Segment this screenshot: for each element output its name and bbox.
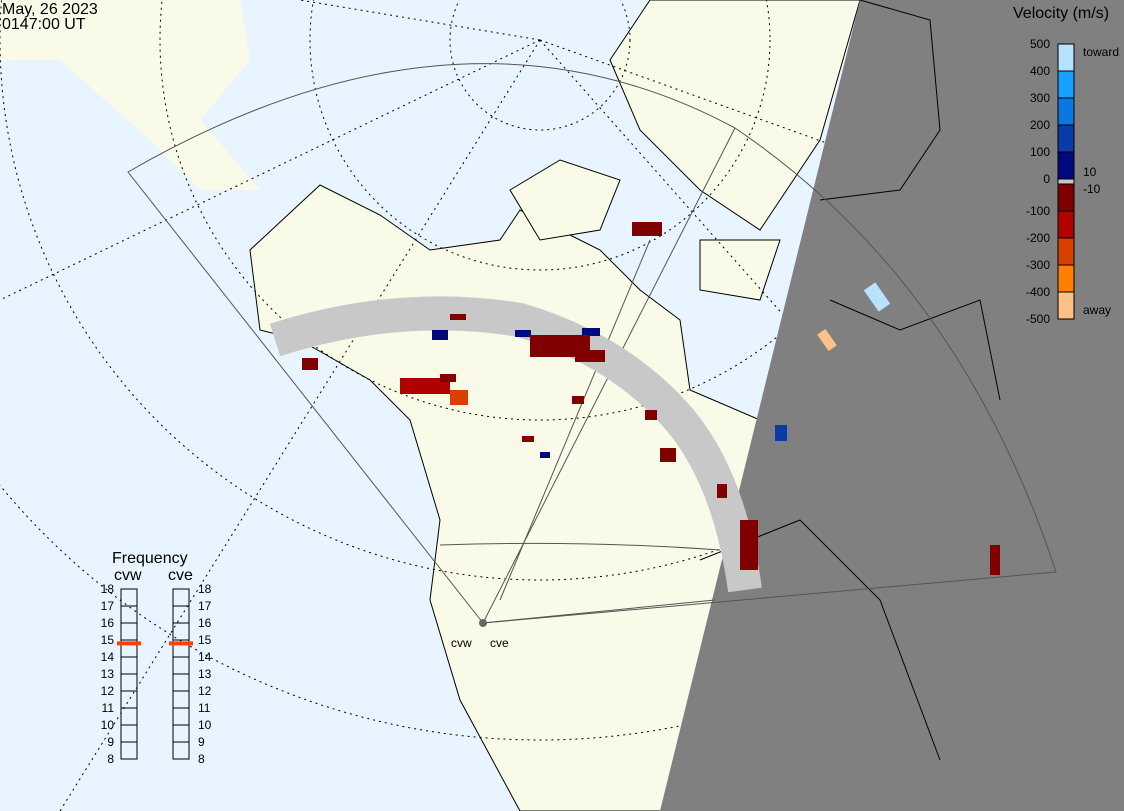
frequency-tick: 17 [100, 599, 114, 613]
colorbar-segment [1057, 97, 1075, 126]
frequency-tick: 17 [198, 599, 212, 613]
colorbar-tick: 500 [1029, 37, 1050, 51]
frequency-tick: 12 [100, 684, 114, 698]
frequency-tick: 15 [100, 633, 114, 647]
colorbar-tick: -500 [1025, 312, 1050, 326]
frequency-tick: 8 [198, 752, 205, 766]
frequency-tick: 18 [100, 582, 114, 596]
colorbar-tick: 400 [1029, 64, 1050, 78]
colorbar-tick: -100 [1025, 204, 1050, 218]
pos-threshold-label: 10 [1083, 165, 1097, 179]
night-terminator [660, 0, 1124, 811]
time-label: 0147:00 UT [2, 16, 86, 33]
colorbar-segment [1057, 210, 1075, 239]
frequency-tick: 13 [100, 667, 114, 681]
frequency-tick: 14 [198, 650, 212, 664]
colorbar-segment [1057, 264, 1075, 293]
frequency-tick: 10 [100, 718, 114, 732]
frequency-tick: 11 [198, 701, 211, 715]
frequency-tick: 9 [107, 735, 114, 749]
date-label: May, 26 2023 [2, 1, 98, 18]
siberia-landmass [0, 0, 260, 190]
frequency-cell [120, 741, 138, 760]
colorbar-tick: 0 [1043, 172, 1050, 186]
frequency-tick: 15 [198, 633, 212, 647]
colorbar-segment [1057, 237, 1075, 266]
frequency-marker [117, 641, 141, 646]
colorbar-tick: -200 [1025, 231, 1050, 245]
radar-name-cvw: cvw [114, 567, 142, 584]
velocity-cells [302, 222, 1000, 575]
colorbar [1057, 43, 1075, 320]
frequency-tick: 13 [198, 667, 212, 681]
colorbar-tick: 300 [1029, 91, 1050, 105]
frequency-tick: 14 [100, 650, 114, 664]
frequency-tick: 8 [107, 752, 114, 766]
colorbar-tick: 200 [1029, 118, 1050, 132]
radar-label-cvw: cvw [451, 636, 472, 650]
frequency-tick: 16 [198, 616, 212, 630]
frequency-tick: 11 [101, 701, 114, 715]
radar-label-cve: cve [490, 636, 509, 650]
radar-site-marker[interactable] [479, 619, 487, 627]
colorbar-segment [1057, 124, 1075, 153]
frequency-marker [169, 641, 193, 646]
colorbar-segment [1057, 183, 1075, 212]
toward-label: toward [1083, 45, 1120, 59]
frequency-tick: 9 [198, 735, 205, 749]
frequency-panel [117, 588, 193, 760]
frequency-tick: 10 [198, 718, 212, 732]
colorbar-segment [1057, 291, 1075, 320]
colorbar-segment [1057, 178, 1075, 185]
frequency-cell [172, 741, 190, 760]
radar-name-cve: cve [168, 567, 193, 584]
colorbar-segment [1057, 70, 1075, 99]
colorbar-segment [1057, 151, 1075, 180]
colorbar-tick: -400 [1025, 285, 1050, 299]
colorbar-title: Velocity (m/s) [1013, 5, 1110, 22]
colorbar-tick: -300 [1025, 258, 1050, 272]
colorbar-tick: 100 [1029, 145, 1050, 159]
frequency-title: Frequency [112, 550, 188, 567]
frequency-tick: 18 [198, 582, 212, 596]
colorbar-segment [1057, 43, 1075, 72]
frequency-tick: 12 [198, 684, 212, 698]
neg-threshold-label: -10 [1083, 182, 1101, 196]
arctic-islands [509, 0, 861, 301]
away-label: away [1083, 303, 1112, 317]
frequency-tick: 16 [100, 616, 114, 630]
